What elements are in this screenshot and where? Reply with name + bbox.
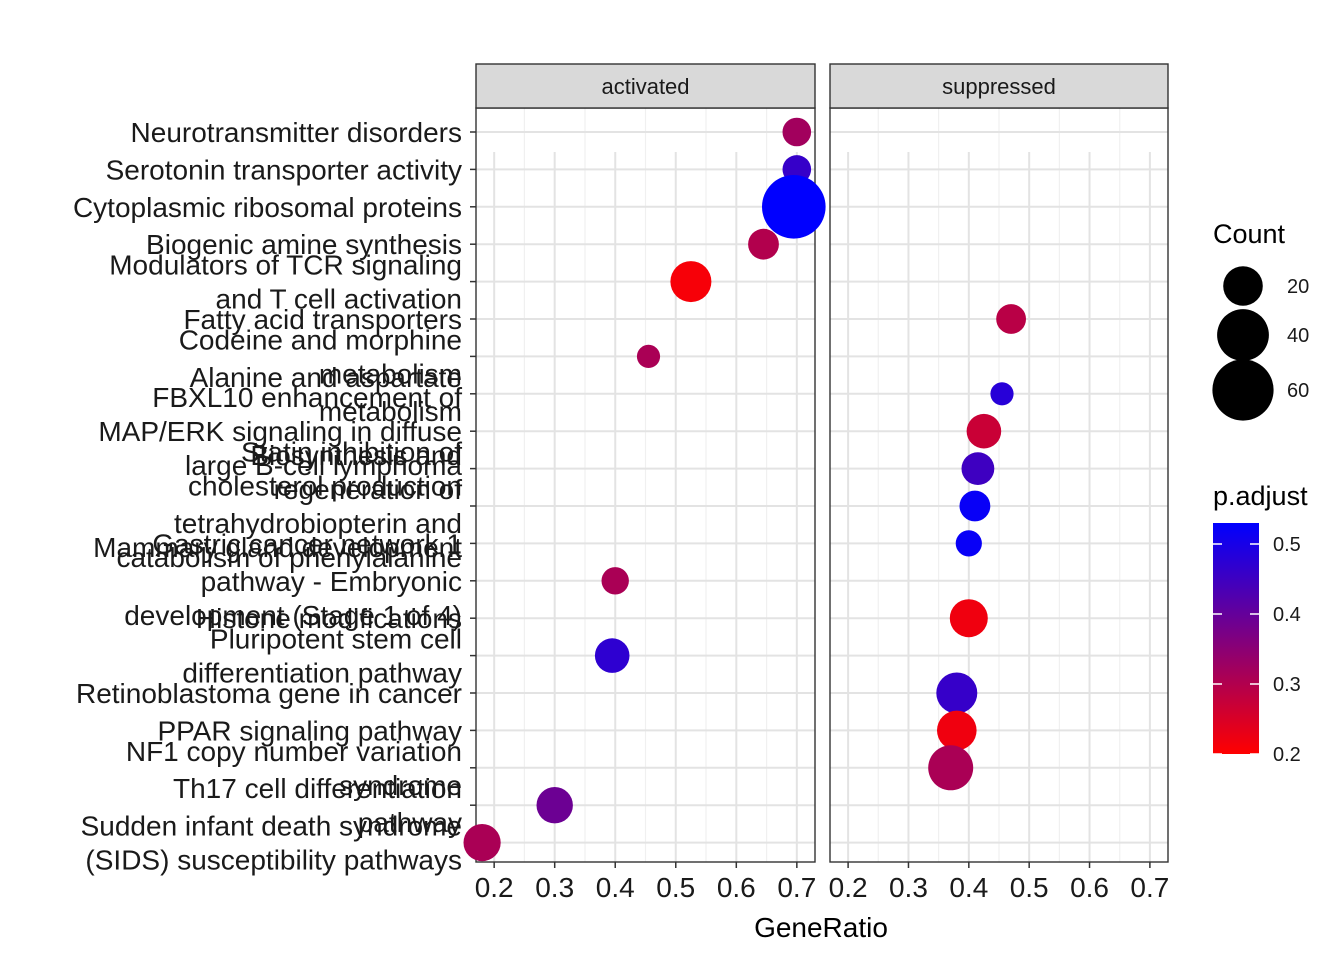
data-point bbox=[937, 710, 977, 751]
data-point bbox=[594, 638, 630, 673]
facet-label: suppressed bbox=[942, 74, 1056, 99]
data-point bbox=[670, 261, 712, 303]
y-category-label: Gastric cancer network 1 bbox=[152, 528, 462, 559]
y-category-label: Th17 cell differentiation pathway bbox=[173, 773, 462, 838]
data-point bbox=[936, 672, 978, 714]
data-point bbox=[966, 413, 1002, 449]
x-tick-label: 0.6 bbox=[1070, 872, 1109, 903]
x-tick-label: 0.3 bbox=[889, 872, 928, 903]
size-legend-key bbox=[1223, 266, 1263, 306]
x-tick-label: 0.2 bbox=[829, 872, 868, 903]
y-category-label: Neurotransmitter disorders bbox=[131, 117, 462, 148]
y-category-label: NF1 copy number variation syndrome bbox=[126, 736, 462, 801]
data-point bbox=[928, 745, 974, 791]
x-tick-label: 0.5 bbox=[1010, 872, 1049, 903]
y-category-label: Biosynthesis and regeneration of tetrahydr… bbox=[116, 440, 462, 573]
data-point bbox=[955, 530, 982, 557]
size-legend-label: 20 bbox=[1287, 276, 1309, 298]
color-legend-label: 0.2 bbox=[1273, 744, 1301, 766]
y-category-label: Codeine and morphine metabolism bbox=[179, 324, 462, 389]
data-point bbox=[949, 599, 988, 638]
size-legend-key bbox=[1212, 359, 1274, 421]
x-tick-label: 0.2 bbox=[475, 872, 514, 903]
data-point bbox=[782, 117, 812, 147]
y-category-label: Modulators of TCR signaling and T cell ac… bbox=[109, 250, 462, 315]
x-axis-title: GeneRatio bbox=[754, 912, 888, 943]
x-tick-label: 0.4 bbox=[949, 872, 988, 903]
size-legend-label: 40 bbox=[1287, 325, 1309, 347]
data-point bbox=[961, 452, 995, 485]
panel-suppressed: suppressed 0.2 0.3 0.4 0.5 0.6 0.7 bbox=[829, 63, 1169, 903]
y-category-label: FBXL10 enhancement of MAP/ERK signaling i… bbox=[98, 382, 462, 481]
data-point bbox=[762, 175, 826, 239]
panel-activated: activated 0.2 0.3 0.4 0.5 0.6 0.7 bbox=[475, 63, 816, 903]
size-legend-label: 60 bbox=[1287, 380, 1309, 402]
data-point bbox=[601, 567, 629, 595]
color-legend-title: p.adjust bbox=[1213, 481, 1308, 511]
size-legend-key bbox=[1217, 309, 1269, 361]
x-tick-label: 0.5 bbox=[656, 872, 695, 903]
data-point bbox=[636, 344, 661, 368]
x-tick-label: 0.6 bbox=[717, 872, 756, 903]
facet-strip bbox=[475, 63, 816, 109]
y-category-label: Pluripotent stem cell differentiation pat… bbox=[182, 624, 462, 689]
facet-label: activated bbox=[601, 74, 689, 99]
color-legend-bar bbox=[1213, 523, 1259, 754]
y-category-label: Statin inhibition of cholesterol producti… bbox=[188, 437, 462, 502]
data-point bbox=[463, 824, 501, 862]
x-tick-label: 0.7 bbox=[1130, 872, 1169, 903]
y-category-label: Histone modifications bbox=[196, 603, 462, 634]
color-legend-label: 0.3 bbox=[1273, 674, 1301, 696]
color-legend-label: 0.5 bbox=[1273, 534, 1301, 556]
panels: activated 0.2 0.3 0.4 0.5 0.6 0.7 suppressed 0.2… bbox=[463, 63, 1169, 903]
x-tick-label: 0.3 bbox=[535, 872, 574, 903]
x-tick-label: 0.7 bbox=[777, 872, 816, 903]
x-tick-label: 0.4 bbox=[596, 872, 635, 903]
y-category-label: Mammary gland development pathway - Embry… bbox=[93, 532, 462, 631]
y-category-label: Biogenic amine synthesis bbox=[146, 229, 462, 260]
size-legend-title: Count bbox=[1213, 219, 1286, 249]
y-category-label: Cytoplasmic ribosomal proteins bbox=[73, 192, 462, 223]
y-category-label: Serotonin transporter activity bbox=[106, 154, 462, 185]
y-category-label: Fatty acid transporters bbox=[183, 304, 462, 335]
color-legend-label: 0.4 bbox=[1273, 604, 1301, 626]
y-category-label: PPAR signaling pathway bbox=[157, 715, 462, 746]
data-point bbox=[990, 382, 1014, 406]
y-category-label: Retinoblastoma gene in cancer bbox=[76, 678, 462, 709]
facet-strip bbox=[829, 63, 1169, 109]
y-category-label: Alanine and aspartate metabolism bbox=[190, 362, 462, 427]
data-point bbox=[996, 304, 1026, 334]
y-axis-labels: Neurotransmitter disorders Serotonin tran… bbox=[73, 117, 462, 876]
legend: Count p.adjust 20 40 60 0.2 0.3 0.4 0.5 bbox=[1212, 219, 1309, 766]
data-point bbox=[536, 787, 573, 824]
data-point bbox=[748, 228, 779, 260]
data-point bbox=[959, 490, 991, 522]
y-category-label: Sudden infant death syndrome (SIDS) susce… bbox=[81, 811, 462, 876]
